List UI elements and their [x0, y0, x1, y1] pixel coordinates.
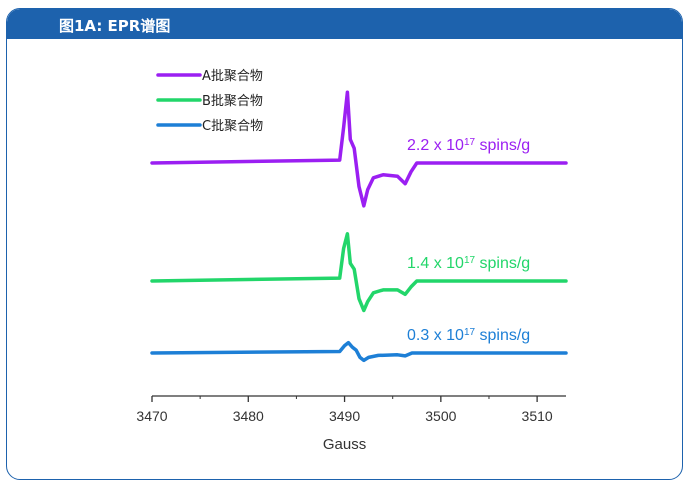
x-tick-label-3470: 3470	[136, 408, 167, 424]
x-tick-label-3500: 3500	[425, 408, 456, 424]
series-annotation-1: 2.2 x 1017 spins/g	[407, 137, 530, 155]
series-line-1	[150, 90, 568, 208]
legend-label-1: A批聚合物	[202, 69, 263, 84]
legend-label-3: C批聚合物	[202, 119, 263, 134]
x-axis-label: Gauss	[323, 436, 366, 453]
legend-label-2: B批聚合物	[202, 94, 263, 109]
panel-header: 图1A: EPR谱图	[7, 9, 682, 39]
panel-title: 图1A: EPR谱图	[59, 17, 171, 35]
x-tick-label-3510: 3510	[522, 408, 553, 424]
series-annotation-2: 1.4 x 1017 spins/g	[407, 255, 530, 273]
x-tick-label-3480: 3480	[233, 408, 264, 424]
series-annotation-3: 0.3 x 1017 spins/g	[407, 327, 530, 345]
x-tick-label-3490: 3490	[329, 408, 360, 424]
series-line-3	[150, 340, 568, 363]
series-line-2	[150, 232, 568, 313]
